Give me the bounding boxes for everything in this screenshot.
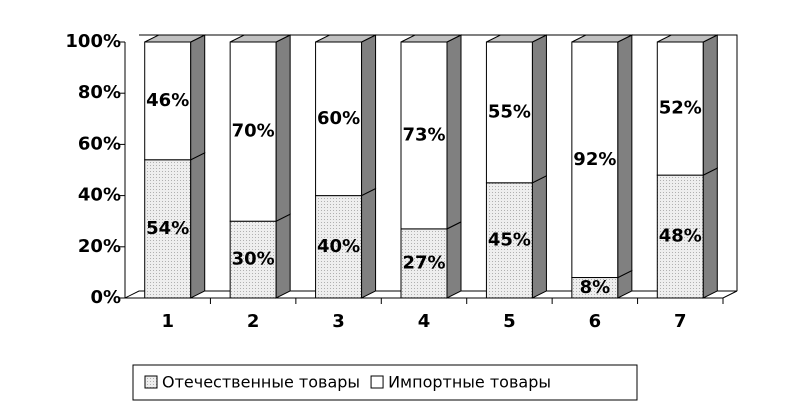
data-label: 45% bbox=[488, 229, 531, 250]
legend-swatch bbox=[370, 375, 384, 389]
y-tick-label: 0% bbox=[90, 287, 121, 308]
bar-segment bbox=[229, 220, 277, 299]
bar-top bbox=[229, 34, 291, 43]
bar-segment bbox=[144, 159, 192, 299]
legend-label: Отечественные товары bbox=[162, 373, 360, 392]
bar-top bbox=[571, 34, 633, 43]
bar-side bbox=[190, 34, 206, 161]
bar-segment bbox=[400, 41, 448, 230]
bar-side bbox=[361, 34, 377, 197]
bar-segment bbox=[315, 195, 363, 299]
bar-segment bbox=[229, 41, 277, 222]
bar-segment bbox=[656, 174, 704, 299]
x-tick-label: 3 bbox=[332, 311, 345, 332]
data-label: 54% bbox=[146, 218, 189, 239]
bar-side bbox=[446, 221, 462, 299]
legend-swatch bbox=[144, 375, 158, 389]
bar-side bbox=[617, 34, 633, 279]
data-label: 27% bbox=[402, 252, 445, 273]
bar-top bbox=[315, 34, 376, 43]
data-label: 70% bbox=[232, 121, 275, 142]
data-label: 73% bbox=[402, 124, 445, 145]
y-tick-label: 40% bbox=[78, 185, 121, 206]
data-label: 92% bbox=[573, 149, 616, 170]
legend bbox=[132, 364, 638, 401]
data-label: 8% bbox=[580, 277, 611, 298]
x-tick-label: 5 bbox=[503, 311, 516, 332]
data-label: 60% bbox=[317, 108, 360, 129]
bar-segment bbox=[144, 41, 192, 161]
bar-side bbox=[531, 34, 547, 184]
y-tick-label: 80% bbox=[78, 82, 121, 103]
x-tick-label: 1 bbox=[161, 311, 174, 332]
bar-side bbox=[190, 151, 206, 299]
bar-top bbox=[144, 34, 205, 43]
bar-side bbox=[702, 34, 718, 176]
bar-top bbox=[486, 34, 547, 43]
data-label: 48% bbox=[659, 226, 702, 247]
bar-side bbox=[275, 213, 291, 299]
bar-side bbox=[702, 167, 718, 299]
legend-label: Импортные товары bbox=[388, 373, 551, 392]
x-tick-label: 2 bbox=[247, 311, 260, 332]
data-label: 55% bbox=[488, 101, 531, 122]
bar-segment bbox=[315, 41, 363, 197]
data-label: 40% bbox=[317, 236, 360, 257]
bar-segment bbox=[571, 41, 619, 279]
y-tick-label: 20% bbox=[78, 236, 121, 257]
x-tick-label: 7 bbox=[674, 311, 687, 332]
bar-top bbox=[400, 34, 462, 43]
data-label: 46% bbox=[146, 90, 189, 111]
x-tick-label: 6 bbox=[589, 311, 602, 332]
x-tick-label: 4 bbox=[418, 311, 431, 332]
bar-top bbox=[657, 34, 718, 43]
data-label: 30% bbox=[232, 249, 275, 270]
bar-segment bbox=[485, 182, 533, 299]
bar-side bbox=[446, 34, 462, 230]
bar-side bbox=[531, 174, 547, 299]
bar-side bbox=[361, 187, 377, 299]
data-label: 52% bbox=[659, 98, 702, 119]
y-tick-label: 100% bbox=[65, 31, 121, 52]
bar-segment bbox=[485, 41, 533, 184]
bar-side bbox=[275, 34, 291, 223]
y-tick-label: 60% bbox=[78, 133, 121, 154]
